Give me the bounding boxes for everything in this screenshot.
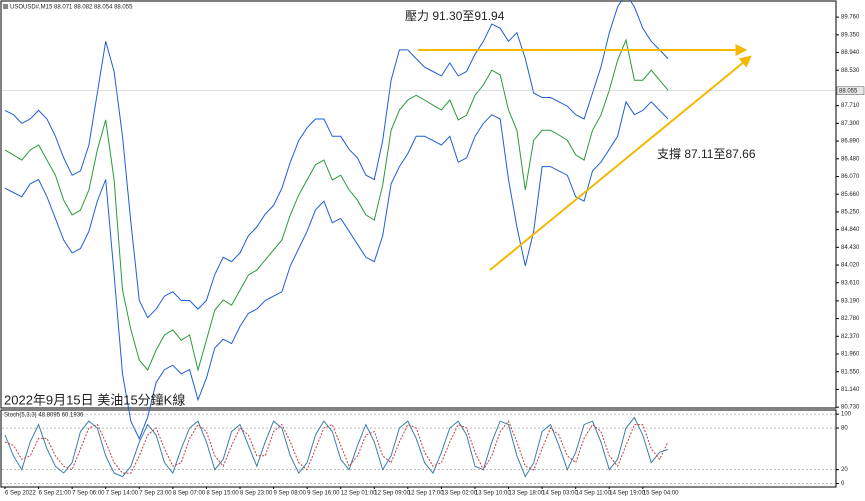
chart-caption: 2022年9月15日 美油15分鐘K線 bbox=[4, 392, 185, 407]
series-line bbox=[4, 38, 669, 372]
x-tick-label: 7 Sep 23:00 bbox=[139, 491, 172, 497]
series-line bbox=[4, 416, 669, 478]
current-price-box bbox=[836, 86, 865, 96]
x-tick-label: 14 Sep 11:00 bbox=[576, 491, 612, 497]
x-tick-label: 14 Sep 03:00 bbox=[542, 491, 578, 497]
y-tick-label: 81.960 bbox=[841, 352, 860, 358]
x-tick-label: 8 Sep 15:00 bbox=[206, 491, 239, 497]
y-tick-label: 82.370 bbox=[841, 334, 860, 340]
x-tick-label: 8 Sep 23:00 bbox=[240, 491, 273, 497]
x-tick-label: 12 Sep 17:00 bbox=[408, 491, 444, 497]
y-tick-label: 80 bbox=[841, 426, 848, 432]
y-tick-label: 100 bbox=[841, 412, 852, 418]
x-tick-label: 7 Sep 06:00 bbox=[72, 491, 105, 497]
y-tick-label: 82.780 bbox=[841, 316, 860, 322]
y-tick-label: 87.710 bbox=[841, 103, 860, 109]
x-tick-label: 13 Sep 02:00 bbox=[441, 491, 477, 497]
y-tick-label: 88.940 bbox=[841, 50, 860, 56]
y-tick-label: 88.530 bbox=[841, 68, 860, 74]
y-tick-label: 86.070 bbox=[841, 174, 860, 180]
x-tick-label: 13 Sep 10:00 bbox=[475, 491, 511, 497]
y-tick-label: 84.430 bbox=[841, 245, 860, 251]
y-tick-label: 81.550 bbox=[841, 369, 860, 375]
y-tick-label: 86.890 bbox=[841, 139, 860, 145]
support-label: 支撐 87.11至87.66 bbox=[657, 147, 756, 161]
y-tick-label: 89.760 bbox=[841, 15, 860, 21]
series-line bbox=[4, 100, 669, 440]
x-tick-label: 9 Sep 08:00 bbox=[274, 491, 307, 497]
y-tick-label: 80.730 bbox=[841, 405, 860, 411]
y-tick-label: 83.610 bbox=[841, 280, 860, 286]
support-line bbox=[489, 55, 752, 271]
y-tick-label: 81.140 bbox=[841, 387, 860, 393]
y-tick-label: 20 bbox=[841, 467, 848, 473]
x-tick-label: 12 Sep 01:00 bbox=[341, 491, 377, 497]
x-tick-label: 8 Sep 07:00 bbox=[173, 491, 206, 497]
y-tick-label: 85.660 bbox=[841, 192, 860, 198]
symbol-icon bbox=[3, 4, 8, 9]
x-tick-label: 7 Sep 14:00 bbox=[106, 491, 139, 497]
x-tick-label: 6 Sep 21:00 bbox=[39, 491, 72, 497]
x-tick-label: 9 Sep 16:00 bbox=[307, 491, 340, 497]
y-tick-label: 87.300 bbox=[841, 121, 860, 127]
current-price-label: 88.055 bbox=[839, 88, 858, 94]
y-tick-label: 89.350 bbox=[841, 32, 860, 38]
y-tick-label: 84.840 bbox=[841, 227, 860, 233]
x-tick-label: 6 Sep 2022 bbox=[5, 491, 36, 497]
y-tick-label: 0 bbox=[841, 481, 845, 487]
y-tick-label: 84.020 bbox=[841, 263, 860, 269]
y-tick-label: 83.190 bbox=[841, 298, 860, 304]
series-line bbox=[4, 0, 669, 319]
main-panel bbox=[0, 0, 837, 409]
resistance-label: 壓力 91.30至91.94 bbox=[405, 9, 505, 23]
x-tick-label: 15 Sep 04:00 bbox=[643, 491, 679, 497]
x-tick-label: 14 Sep 19:00 bbox=[609, 491, 645, 497]
stoch-title: Stoch(5,3,3) 48.8095 60.1936 bbox=[4, 413, 84, 419]
stoch-panel bbox=[0, 409, 837, 488]
symbol-info: USOUSD#,M15 88.071 88.082 88.054 88.055 bbox=[10, 5, 133, 11]
y-tick-label: 86.480 bbox=[841, 156, 860, 162]
y-tick-label: 85.250 bbox=[841, 209, 860, 215]
x-tick-label: 13 Sep 18:00 bbox=[509, 491, 545, 497]
x-tick-label: 12 Sep 09:00 bbox=[374, 491, 410, 497]
